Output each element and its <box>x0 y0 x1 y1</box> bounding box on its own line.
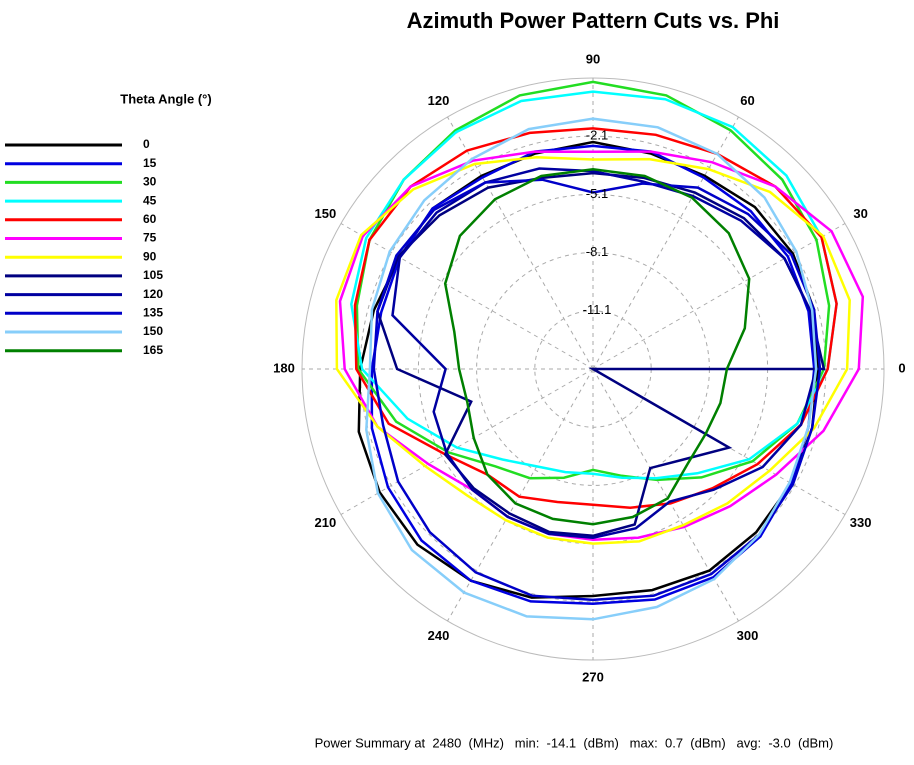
legend-title: Theta Angle (°) <box>120 91 211 106</box>
series-line <box>372 178 822 602</box>
angle-label: 0 <box>898 360 905 375</box>
angle-label: 330 <box>850 515 872 530</box>
series-line <box>357 140 820 599</box>
angle-label: 150 <box>315 206 337 221</box>
legend-label: 30 <box>143 175 157 189</box>
grid-spoke <box>340 223 594 370</box>
legend-label: 45 <box>143 193 157 207</box>
legend-label: 60 <box>143 212 157 226</box>
grid-spoke <box>340 368 594 515</box>
angle-label: 300 <box>737 628 759 643</box>
series-line <box>370 144 816 605</box>
series-line <box>365 117 818 621</box>
legend-label: 165 <box>143 343 163 357</box>
series-line <box>391 167 818 540</box>
chart-title: Azimuth Power Pattern Cuts vs. Phi <box>407 8 780 33</box>
legend-label: 120 <box>143 287 163 301</box>
legend-label: 0 <box>143 137 150 151</box>
grid-spoke <box>592 116 739 370</box>
series-line <box>355 80 831 482</box>
grid-spoke <box>592 368 739 622</box>
series-line <box>376 171 826 538</box>
series-line <box>338 150 865 541</box>
legend-label: 90 <box>143 249 157 263</box>
r-tick-label: -2.1 <box>586 128 608 143</box>
legend-label: 75 <box>143 231 157 245</box>
grid-spoke <box>447 368 594 622</box>
series-line <box>350 90 838 480</box>
angle-label: 30 <box>853 206 867 221</box>
legend-label: 135 <box>143 305 163 319</box>
summary: Power Summary at 2480 (MHz) min: -14.1 (… <box>315 735 834 750</box>
r-tick-label: -8.1 <box>586 244 608 259</box>
angle-label: 240 <box>428 628 450 643</box>
r-tick-label: -11.1 <box>583 302 612 317</box>
angle-label: 180 <box>273 360 295 375</box>
series-line <box>443 167 751 526</box>
angle-label: 60 <box>740 93 754 108</box>
legend-label: 150 <box>143 324 163 338</box>
grid-spoke <box>592 223 846 370</box>
series-line <box>335 155 851 545</box>
angle-label: 270 <box>582 669 604 684</box>
angle-label: 120 <box>428 93 450 108</box>
angle-label: 90 <box>586 51 600 66</box>
r-tick-label: -5.1 <box>586 186 608 201</box>
legend-label: 15 <box>143 156 157 170</box>
legend-label: 105 <box>143 268 163 282</box>
angle-label: 210 <box>315 515 337 530</box>
